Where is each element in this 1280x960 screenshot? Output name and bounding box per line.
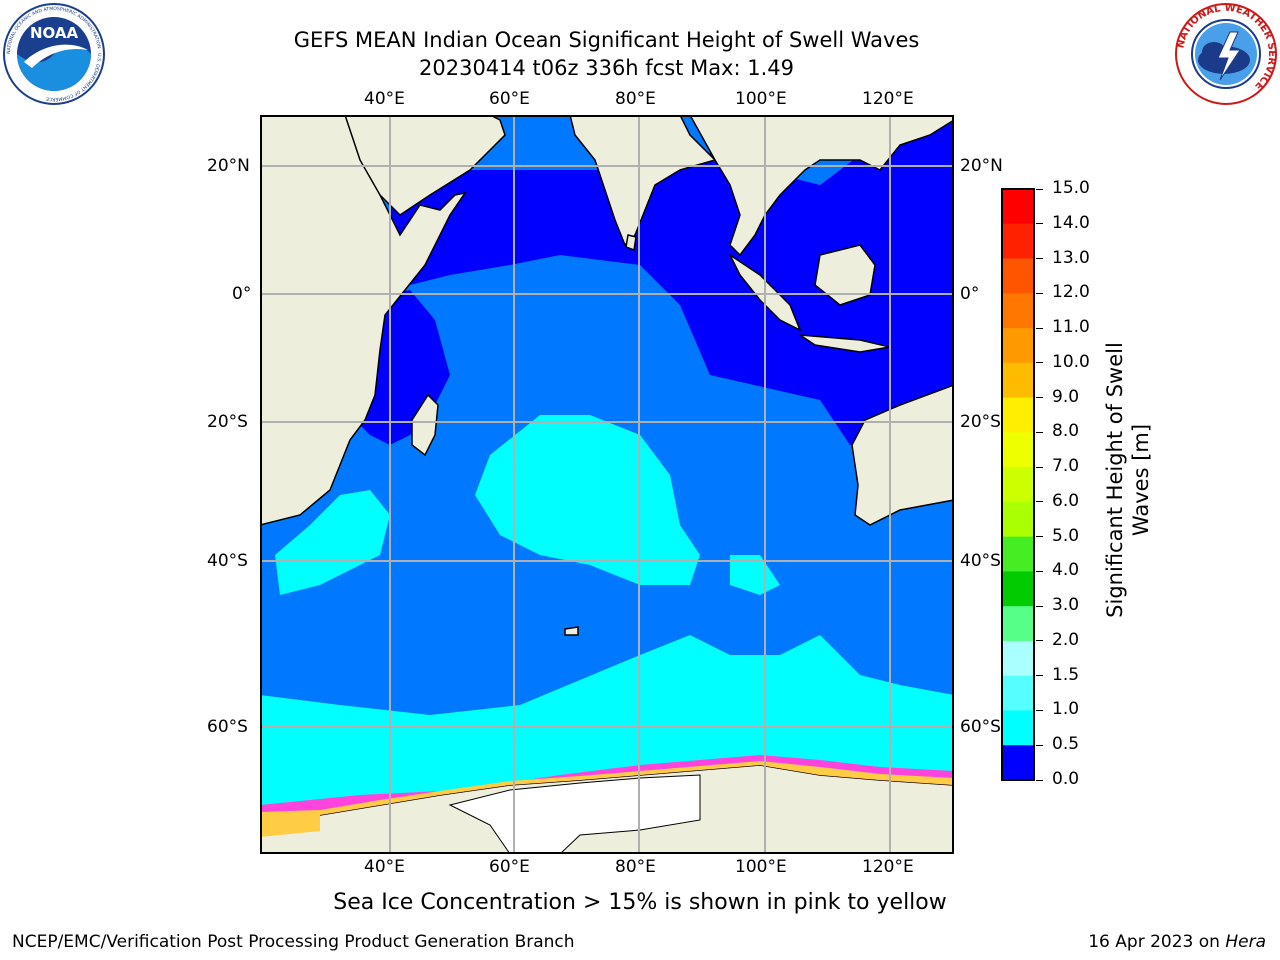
nws-logo: NATIONAL WEATHER SERVICE	[1175, 3, 1277, 105]
colorbar	[1001, 188, 1035, 781]
colorbar-tick-label: 6.0	[1052, 490, 1080, 511]
lat-tick-right: 20°S	[960, 412, 1001, 432]
lat-tick-right: 0°	[960, 284, 980, 304]
colorbar-tick-label: 13.0	[1052, 247, 1090, 268]
colorbar-tick-mark	[1036, 709, 1043, 711]
colorbar-tick-mark	[1036, 431, 1043, 433]
colorbar-bin	[1002, 536, 1034, 572]
sea-ice-concentration	[260, 755, 954, 837]
colorbar-bin	[1002, 501, 1034, 538]
colorbar-tick-mark	[1036, 292, 1043, 294]
colorbar-tick-mark	[1036, 258, 1043, 260]
lat-tick-right: 40°S	[960, 551, 1001, 571]
colorbar-tick-mark	[1036, 188, 1043, 190]
colorbar-tick-label: 0.5	[1052, 734, 1080, 755]
colorbar-tick-label: 5.0	[1052, 525, 1080, 546]
land-southeast-asia	[689, 115, 954, 257]
colorbar-tick-mark	[1036, 397, 1043, 399]
lat-tick-right: 60°S	[960, 717, 1001, 737]
colorbar-bin	[1002, 745, 1034, 781]
date-stamp: 16 Apr 2023 on Hera	[1088, 932, 1266, 952]
colorbar-tick-label: 2.0	[1052, 629, 1080, 650]
colorbar-tick-label: 11.0	[1052, 317, 1090, 338]
colorbar-tick-label: 9.0	[1052, 386, 1080, 407]
sea-ice-footnote: Sea Ice Concentration > 15% is shown in …	[333, 890, 947, 915]
lat-tick-left: 20°N	[207, 156, 250, 176]
colorbar-bin	[1002, 397, 1034, 433]
colorbar-tick-label: 14.0	[1052, 212, 1090, 233]
colorbar-bin	[1002, 328, 1034, 364]
colorbar-bin	[1002, 362, 1034, 399]
noaa-logo: NOAA NATIONAL OCEANIC AND ATMOSPHERIC AD…	[3, 3, 105, 105]
lon-tick-top: 100°E	[735, 89, 787, 109]
lon-tick-bottom: 40°E	[364, 857, 405, 877]
colorbar-tick-mark	[1036, 501, 1043, 503]
colorbar-bin	[1002, 675, 1034, 711]
colorbar-bin	[1002, 640, 1034, 677]
lon-tick-top: 60°E	[489, 89, 530, 109]
colorbar-bin	[1002, 223, 1034, 260]
chart-subtitle: 20230414 t06z 336h fcst Max: 1.49	[419, 56, 794, 80]
colorbar-tick-label: 12.0	[1052, 282, 1090, 303]
colorbar-tick-mark	[1036, 223, 1043, 225]
land-kerguelen	[564, 626, 579, 636]
colorbar-tick-mark	[1036, 570, 1043, 572]
lon-tick-top: 80°E	[615, 89, 656, 109]
map-graticule	[260, 115, 954, 854]
colorbar-bin	[1002, 258, 1034, 294]
lon-tick-bottom: 80°E	[615, 857, 656, 877]
lat-tick-left: 20°S	[207, 412, 248, 432]
lat-tick-left: 60°S	[207, 717, 248, 737]
colorbar-bin	[1002, 189, 1034, 225]
land-madagascar	[411, 393, 439, 457]
lon-tick-bottom: 60°E	[489, 857, 530, 877]
colorbar-bin	[1002, 606, 1034, 642]
colorbar-tick-mark	[1036, 675, 1043, 677]
lon-tick-bottom: 100°E	[735, 857, 787, 877]
colorbar-tick-mark	[1036, 536, 1043, 538]
colorbar-tick-label: 0.0	[1052, 769, 1080, 789]
colorbar-tick-label: 15.0	[1052, 178, 1090, 198]
antarctic-ice-shelf	[448, 774, 701, 854]
colorbar-tick-label: 10.0	[1052, 351, 1090, 372]
chart-title: GEFS MEAN Indian Ocean Significant Heigh…	[293, 28, 920, 52]
lon-tick-top: 40°E	[364, 89, 405, 109]
colorbar-tick-label: 1.0	[1052, 699, 1080, 720]
colorbar-tick-label: 1.5	[1052, 664, 1080, 685]
colorbar-tick-mark	[1036, 779, 1043, 781]
land-sri-lanka	[625, 234, 637, 252]
lon-tick-bottom: 120°E	[862, 857, 914, 877]
colorbar-bin	[1002, 293, 1034, 329]
colorbar-label: Significant Height of Swell Waves [m]	[1102, 342, 1162, 641]
land-java	[799, 334, 891, 353]
colorbar-tick-mark	[1036, 362, 1043, 364]
colorbar-bin	[1002, 467, 1034, 503]
swell-height-map	[260, 115, 954, 854]
machine-name: Hera	[1225, 932, 1266, 952]
colorbar-tick-label: 7.0	[1052, 456, 1080, 477]
colorbar-tick-label: 3.0	[1052, 595, 1080, 616]
colorbar-tick-label: 8.0	[1052, 421, 1080, 442]
map-frame	[260, 115, 954, 854]
lon-tick-top: 120°E	[862, 89, 914, 109]
lat-tick-left: 40°S	[207, 551, 248, 571]
ocean-swell-band-0-0.5	[390, 115, 954, 445]
colorbar-tick-mark	[1036, 744, 1043, 746]
lat-tick-right: 20°N	[960, 156, 1003, 176]
colorbar-bin	[1002, 432, 1034, 468]
colorbar-label-line1: Significant Height of Swell	[1103, 342, 1127, 618]
colorbar-tick-mark	[1036, 327, 1043, 329]
colorbar-tick-mark	[1036, 466, 1043, 468]
colorbar-label-line2: Waves [m]	[1129, 423, 1153, 537]
colorbar-tick-label: 4.0	[1052, 560, 1080, 581]
credit-text: NCEP/EMC/Verification Post Processing Pr…	[12, 932, 575, 952]
colorbar-bin	[1002, 571, 1034, 607]
colorbar-tick-mark	[1036, 605, 1043, 607]
noaa-logo-text: NOAA	[30, 24, 79, 42]
colorbar-tick-mark	[1036, 640, 1043, 642]
lat-tick-left: 0°	[232, 284, 252, 304]
colorbar-bin	[1002, 710, 1034, 746]
date-stamp-text: 16 Apr 2023 on	[1088, 932, 1220, 952]
land-australia	[851, 384, 954, 526]
